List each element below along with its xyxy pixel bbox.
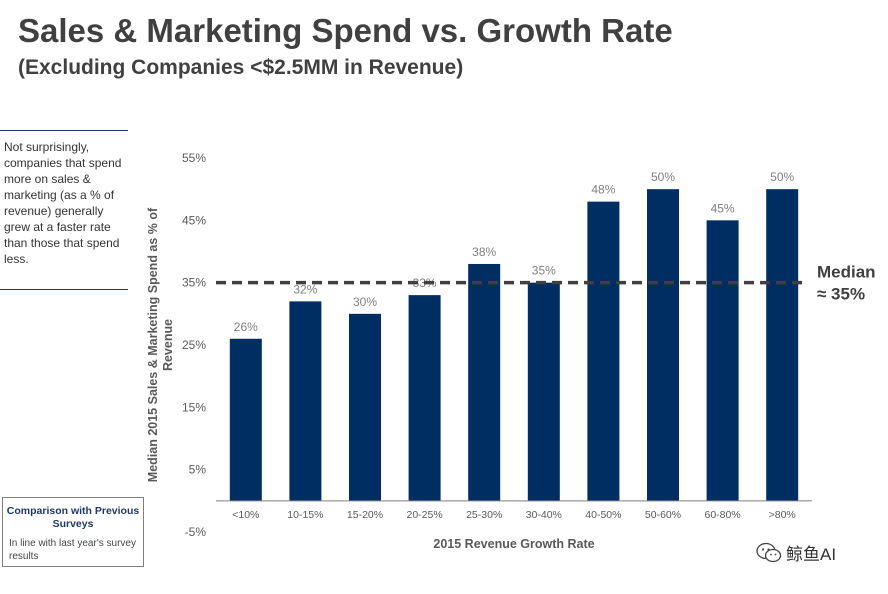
x-tick-label: 15-20% (347, 509, 383, 521)
comparison-title: Comparison with Previous Surveys (6, 505, 140, 530)
x-tick-label: 25-30% (466, 509, 502, 521)
comparison-box: Comparison with Previous Surveys In line… (2, 497, 144, 567)
x-tick-label: 60-80% (704, 509, 740, 521)
y-tick-label: 25% (182, 338, 206, 352)
x-tick-label: 40-50% (585, 509, 621, 521)
y-axis-title: Median 2015 Sales & Marketing Spend as %… (146, 207, 175, 482)
bar-value-label: 45% (711, 201, 735, 215)
bar-value-label: 35% (532, 264, 556, 278)
x-tick-label: >80% (769, 509, 796, 521)
insight-note: Not surprisingly, companies that spend m… (0, 130, 128, 290)
bar (229, 338, 262, 501)
insight-note-text: Not surprisingly, companies that spend m… (4, 140, 122, 266)
bar (587, 201, 620, 501)
bar (647, 189, 679, 501)
bar (527, 282, 560, 501)
bar-value-label: 50% (770, 170, 794, 184)
bars-layer (229, 189, 799, 501)
x-tick-label: 20-25% (406, 509, 442, 521)
wechat-icon (756, 542, 782, 562)
y-axis-title-line: Median 2015 Sales & Marketing Spend as %… (146, 207, 160, 482)
x-tick-label: <10% (232, 509, 259, 521)
comparison-text: In line with last year's survey results (9, 538, 136, 562)
y-axis-title-line: Revenue (161, 319, 175, 371)
x-tick-label: 50-60% (645, 509, 681, 521)
bar-value-label: 50% (651, 170, 675, 184)
y-tick-label: -5% (185, 525, 207, 539)
watermark-text: 鲸鱼AI (786, 545, 837, 564)
y-tick-label: 35% (182, 276, 206, 290)
x-tick-label: 30-40% (526, 509, 562, 521)
bar-value-label: 26% (234, 320, 258, 334)
watermark: 鲸鱼AI (756, 540, 836, 565)
page-title: Sales & Marketing Spend vs. Growth Rate (18, 12, 673, 49)
page-subtitle: (Excluding Companies <$2.5MM in Revenue) (18, 56, 464, 79)
y-tick-label: 45% (182, 213, 206, 227)
bar (706, 220, 739, 501)
y-tick-label: 55% (182, 151, 206, 165)
bar (468, 263, 501, 501)
ticks-layer: -5% 5% 15% 25% 35% 45% 55% (182, 151, 206, 539)
bar-value-label: 38% (472, 245, 496, 259)
bar (349, 313, 381, 501)
x-axis-title: 2015 Revenue Growth Rate (433, 537, 594, 551)
bar (289, 301, 322, 501)
bar-value-label: 48% (591, 183, 615, 197)
bar (766, 189, 799, 501)
bar-value-label: 32% (293, 282, 317, 296)
bar-value-label: 30% (353, 295, 377, 309)
median-value-label: ≈ 35% (817, 285, 865, 304)
labels-layer: 26%<10%32%10-15%30%15-20%33%20-25%38%25-… (232, 170, 796, 521)
y-tick-label: 15% (182, 400, 206, 414)
y-tick-label: 5% (189, 463, 207, 477)
median-label: Median (817, 263, 876, 282)
x-tick-label: 10-15% (287, 509, 323, 521)
bar (408, 295, 441, 501)
